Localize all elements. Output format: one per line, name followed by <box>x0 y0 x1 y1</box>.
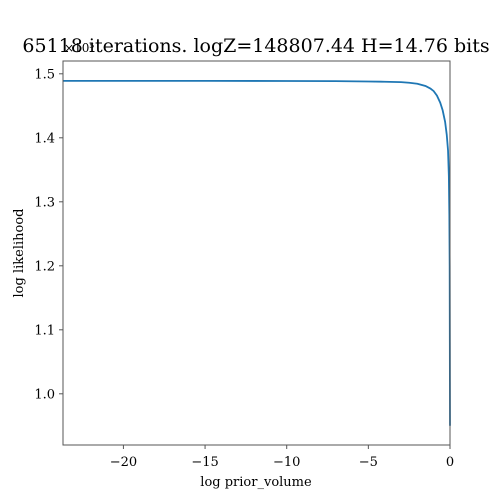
y-offset-label: ×10⁵ <box>64 41 94 55</box>
y-axis-label: log likelihood <box>12 209 27 298</box>
x-tick-label: −5 <box>359 455 378 470</box>
y-tick-label: 1.4 <box>34 131 55 146</box>
y-tick-label: 1.1 <box>34 323 55 338</box>
x-tick-label: −15 <box>191 455 218 470</box>
x-tick-label: 0 <box>446 455 454 470</box>
y-tick-label: 1.3 <box>34 195 55 210</box>
y-tick-label: 1.5 <box>34 67 55 82</box>
chart-title: 65118 iterations. logZ=148807.44 H=14.76… <box>22 35 489 57</box>
y-tick-label: 1.0 <box>34 387 55 402</box>
plot-frame <box>62 60 451 446</box>
series-line-0 <box>63 79 451 426</box>
plot-area <box>63 79 451 426</box>
x-axis-ticks: −20 −15 −10 −5 0 <box>110 445 454 470</box>
y-axis-ticks: 1.0 1.1 1.2 1.3 1.4 1.5 <box>34 67 63 402</box>
x-axis-label: log prior_volume <box>200 475 312 490</box>
x-tick-label: −10 <box>273 455 300 470</box>
x-tick-label: −20 <box>110 455 137 470</box>
y-tick-label: 1.2 <box>34 259 55 274</box>
